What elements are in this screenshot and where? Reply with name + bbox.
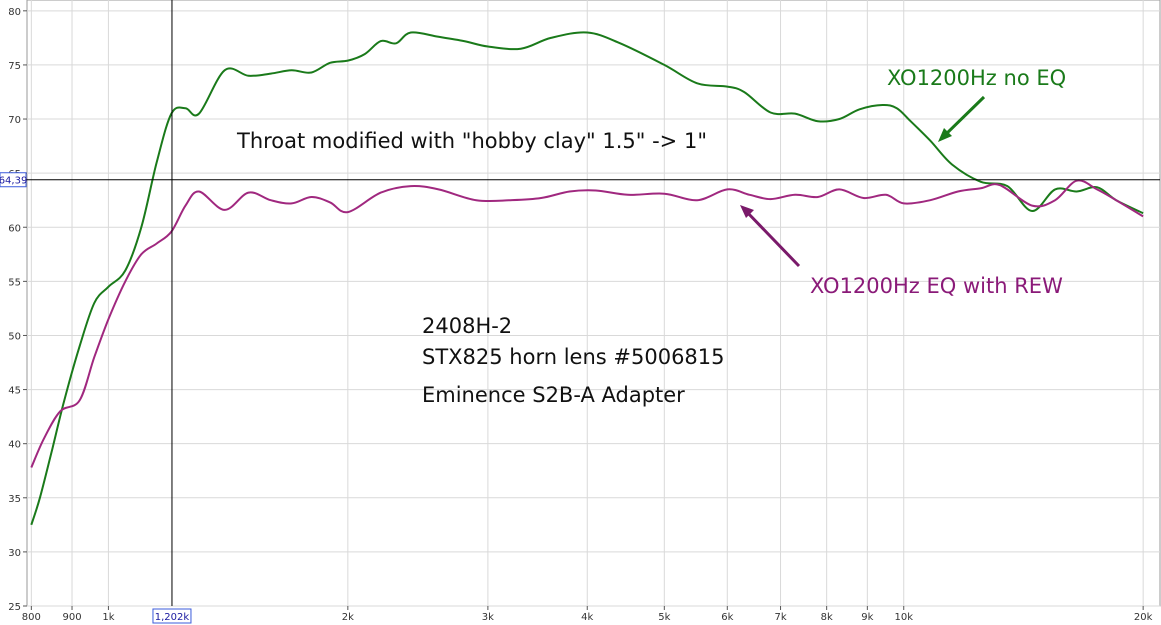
chart-annotation-title: Throat modified with "hobby clay" 1.5" -… — [236, 129, 707, 153]
x-tick-label: 1k — [102, 612, 114, 623]
cursor-x-readout-box — [152, 608, 192, 624]
y-tick-label: 45 — [8, 386, 21, 397]
series-label-no-eq: XO1200Hz no EQ — [887, 66, 1066, 90]
info-line-adapter: Eminence S2B-A Adapter — [422, 383, 685, 407]
y-tick-label: 60 — [8, 223, 21, 234]
series-layer — [30, 31, 1144, 526]
x-tick-label: 9k — [861, 612, 873, 623]
info-line-model: 2408H-2 — [422, 314, 512, 338]
y-tick-label: 50 — [8, 331, 21, 342]
cursor-y-readout-box — [0, 172, 27, 188]
series-label-eq-rew: XO1200Hz EQ with REW — [810, 274, 1063, 298]
x-tick-label: 4k — [581, 612, 593, 623]
x-tick-label: 3k — [482, 612, 494, 623]
axis-layer: 2530354045505560657075808009001k2k3k4k5k… — [8, 7, 1152, 623]
y-tick-label: 55 — [8, 277, 21, 288]
series-line-eq-rew — [30, 179, 1144, 468]
y-tick-label: 70 — [8, 115, 21, 126]
x-tick-label: 2k — [342, 612, 354, 623]
x-tick-label: 7k — [774, 612, 786, 623]
y-tick-label: 40 — [8, 440, 21, 451]
y-tick-label: 35 — [8, 494, 21, 505]
x-tick-label: 900 — [62, 612, 81, 623]
y-tick-label: 80 — [8, 7, 21, 18]
y-tick-label: 25 — [8, 602, 21, 613]
arrow-no-eq — [938, 95, 986, 142]
x-tick-label: 10k — [894, 612, 913, 623]
cursor-x-readout: 1,202k — [155, 612, 190, 623]
x-tick-label: 800 — [22, 612, 41, 623]
y-tick-label: 30 — [8, 548, 21, 559]
x-tick-label: 8k — [821, 612, 833, 623]
x-tick-label: 6k — [721, 612, 733, 623]
arrow-eq-rew — [740, 205, 801, 268]
plot-frame — [26, 0, 1161, 607]
cursor-y-readout: 64,39 — [0, 176, 27, 187]
y-tick-label: 75 — [8, 61, 21, 72]
info-line-horn: STX825 horn lens #5006815 — [422, 345, 725, 369]
x-tick-label: 20k — [1134, 612, 1153, 623]
series-line-no-eq — [30, 31, 1144, 526]
grid-layer — [26, 0, 1161, 607]
x-tick-label: 5k — [658, 612, 670, 623]
